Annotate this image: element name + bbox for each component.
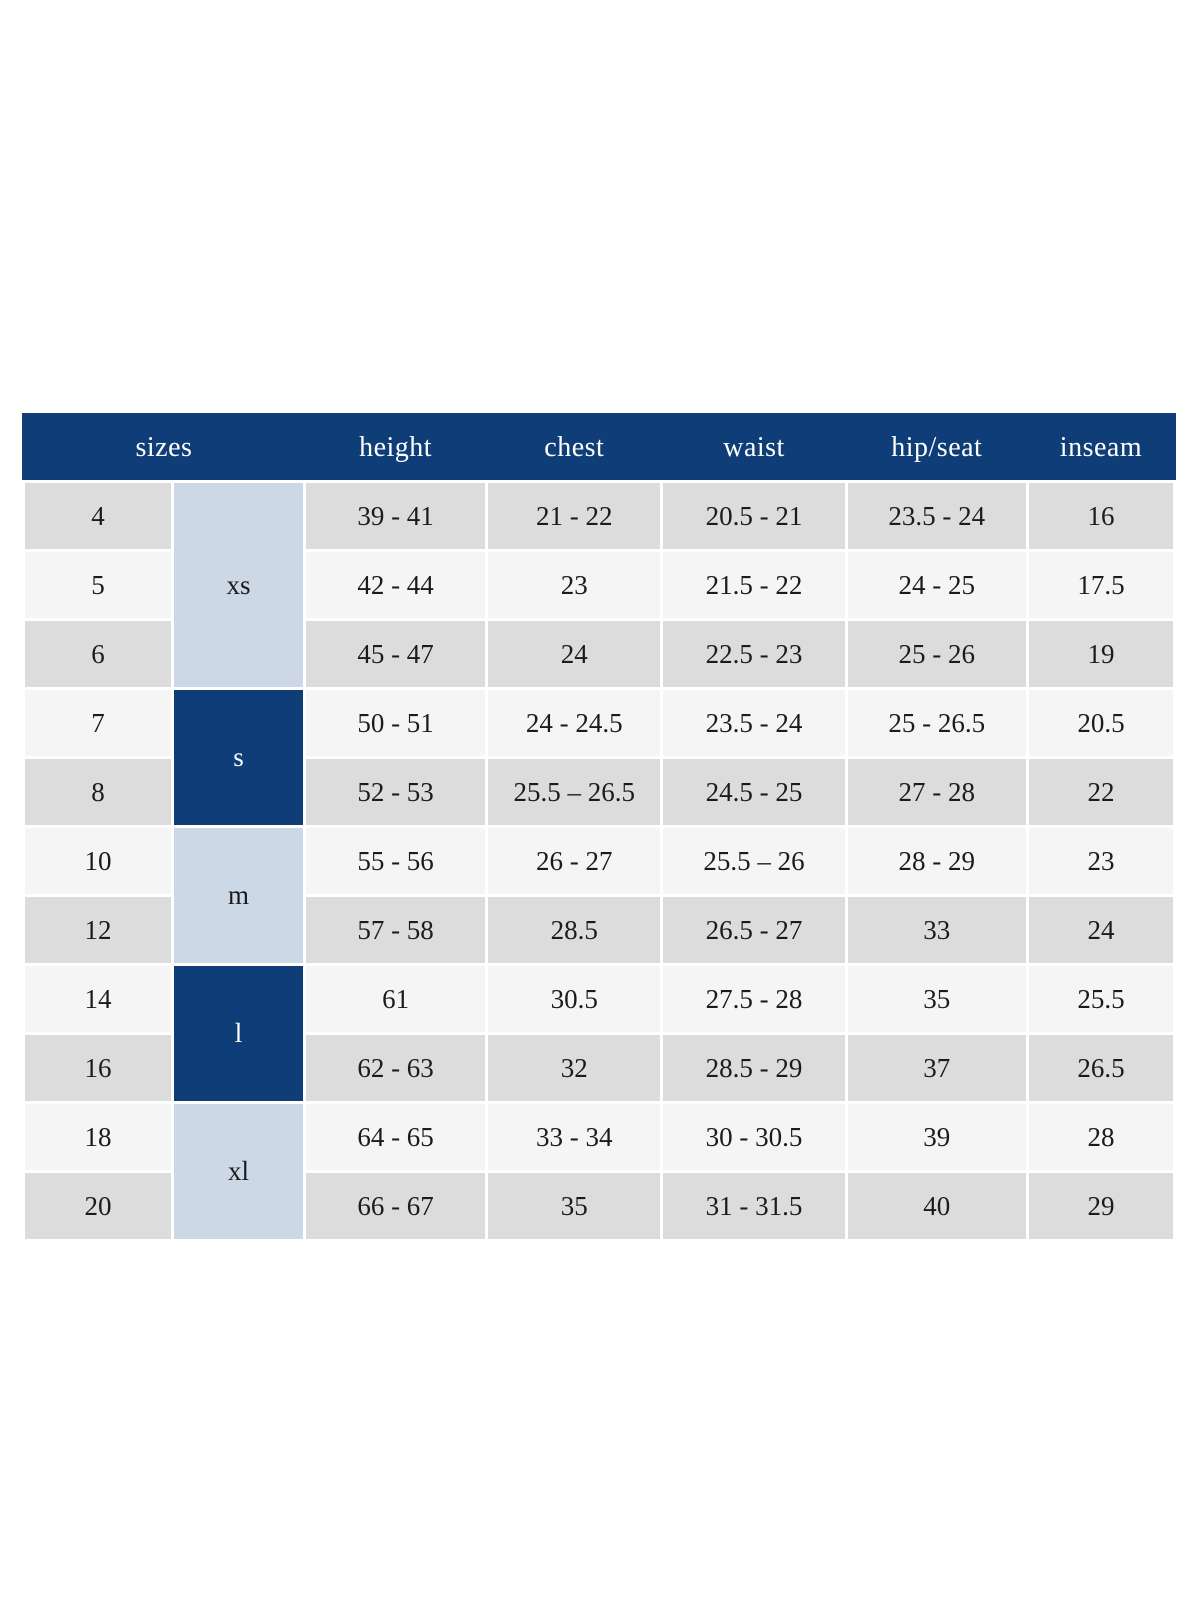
size-cell: 10 xyxy=(21,825,175,897)
hip-seat-cell: 24 - 25 xyxy=(844,549,1029,621)
hip-seat-cell: 28 - 29 xyxy=(844,825,1029,897)
table-row: 10 m 55 - 56 26 - 27 25.5 – 26 28 - 29 2… xyxy=(21,825,1177,966)
height-cell: 50 - 51 xyxy=(302,687,489,759)
waist-cell: 24.5 - 25 xyxy=(660,756,848,828)
inseam-cell: 16 xyxy=(1025,480,1177,552)
header-height: height xyxy=(302,413,489,483)
header-waist: waist xyxy=(660,413,848,483)
size-cell: 12 xyxy=(21,894,175,966)
height-cell: 61 xyxy=(302,963,489,1035)
table-row: 4 xs 39 - 41 21 - 22 20.5 - 21 23.5 - 24… xyxy=(21,480,1177,690)
header-hip-seat: hip/seat xyxy=(844,413,1029,483)
waist-cell: 28.5 - 29 xyxy=(660,1032,848,1104)
size-cell: 14 xyxy=(21,963,175,1035)
hip-seat-cell: 27 - 28 xyxy=(844,756,1029,828)
height-cell: 39 - 41 xyxy=(302,480,489,552)
table-row: 16 62 - 63 32 28.5 - 29 37 26.5 xyxy=(21,1032,1177,1104)
table-row: 8 52 - 53 25.5 – 26.5 24.5 - 25 27 - 28 … xyxy=(21,756,1177,828)
chest-cell: 26 - 27 xyxy=(485,825,664,897)
inseam-cell: 19 xyxy=(1025,618,1177,690)
waist-cell: 22.5 - 23 xyxy=(660,618,848,690)
height-cell: 64 - 65 xyxy=(302,1101,489,1173)
hip-seat-cell: 33 xyxy=(844,894,1029,966)
height-cell: 45 - 47 xyxy=(302,618,489,690)
hip-seat-cell: 25 - 26.5 xyxy=(844,687,1029,759)
height-cell: 66 - 67 xyxy=(302,1170,489,1242)
waist-cell: 26.5 - 27 xyxy=(660,894,848,966)
size-cell: 4 xyxy=(21,480,175,552)
size-cell: 5 xyxy=(21,549,175,621)
inseam-cell: 23 xyxy=(1025,825,1177,897)
size-cell: 6 xyxy=(21,618,175,690)
waist-cell: 30 - 30.5 xyxy=(660,1101,848,1173)
size-chart-container: sizes height chest waist hip/seat inseam… xyxy=(21,413,1178,1242)
size-chart-table: sizes height chest waist hip/seat inseam… xyxy=(21,413,1177,1242)
height-cell: 57 - 58 xyxy=(302,894,489,966)
hip-seat-cell: 23.5 - 24 xyxy=(844,480,1029,552)
height-cell: 62 - 63 xyxy=(302,1032,489,1104)
waist-cell: 25.5 – 26 xyxy=(660,825,848,897)
size-cell: 7 xyxy=(21,687,175,759)
waist-cell: 20.5 - 21 xyxy=(660,480,848,552)
size-group-cell-xs: xs xyxy=(171,480,306,690)
size-group-cell-xl: xl xyxy=(171,1101,306,1242)
header-chest: chest xyxy=(485,413,664,483)
inseam-cell: 20.5 xyxy=(1025,687,1177,759)
hip-seat-cell: 37 xyxy=(844,1032,1029,1104)
table-row: 20 66 - 67 35 31 - 31.5 40 29 xyxy=(21,1170,1177,1242)
inseam-cell: 26.5 xyxy=(1025,1032,1177,1104)
table-row: 6 45 - 47 24 22.5 - 23 25 - 26 19 xyxy=(21,618,1177,690)
hip-seat-cell: 35 xyxy=(844,963,1029,1035)
waist-cell: 27.5 - 28 xyxy=(660,963,848,1035)
inseam-cell: 28 xyxy=(1025,1101,1177,1173)
chest-cell: 32 xyxy=(485,1032,664,1104)
chest-cell: 24 xyxy=(485,618,664,690)
table-row: 7 s 50 - 51 24 - 24.5 23.5 - 24 25 - 26.… xyxy=(21,687,1177,828)
waist-cell: 21.5 - 22 xyxy=(660,549,848,621)
chest-cell: 21 - 22 xyxy=(485,480,664,552)
inseam-cell: 25.5 xyxy=(1025,963,1177,1035)
waist-cell: 31 - 31.5 xyxy=(660,1170,848,1242)
size-cell: 20 xyxy=(21,1170,175,1242)
hip-seat-cell: 39 xyxy=(844,1101,1029,1173)
chest-cell: 28.5 xyxy=(485,894,664,966)
size-cell: 8 xyxy=(21,756,175,828)
waist-cell: 23.5 - 24 xyxy=(660,687,848,759)
chest-cell: 35 xyxy=(485,1170,664,1242)
table-row: 18 xl 64 - 65 33 - 34 30 - 30.5 39 28 xyxy=(21,1101,1177,1242)
chest-cell: 23 xyxy=(485,549,664,621)
table-row: 14 l 61 30.5 27.5 - 28 35 25.5 xyxy=(21,963,1177,1104)
inseam-cell: 24 xyxy=(1025,894,1177,966)
inseam-cell: 22 xyxy=(1025,756,1177,828)
size-cell: 16 xyxy=(21,1032,175,1104)
header-sizes: sizes xyxy=(22,413,306,483)
size-cell: 18 xyxy=(21,1101,175,1173)
height-cell: 55 - 56 xyxy=(302,825,489,897)
inseam-cell: 17.5 xyxy=(1025,549,1177,621)
size-group-cell-m: m xyxy=(171,825,306,966)
chest-cell: 33 - 34 xyxy=(485,1101,664,1173)
size-group-cell-s: s xyxy=(171,687,306,828)
chest-cell: 24 - 24.5 xyxy=(485,687,664,759)
header-row: sizes height chest waist hip/seat inseam xyxy=(22,413,1177,483)
chest-cell: 25.5 – 26.5 xyxy=(485,756,664,828)
height-cell: 52 - 53 xyxy=(302,756,489,828)
hip-seat-cell: 25 - 26 xyxy=(844,618,1029,690)
table-row: 12 57 - 58 28.5 26.5 - 27 33 24 xyxy=(21,894,1177,966)
size-group-cell-l: l xyxy=(171,963,306,1104)
chest-cell: 30.5 xyxy=(485,963,664,1035)
inseam-cell: 29 xyxy=(1025,1170,1177,1242)
table-row: 5 42 - 44 23 21.5 - 22 24 - 25 17.5 xyxy=(21,549,1177,621)
hip-seat-cell: 40 xyxy=(844,1170,1029,1242)
height-cell: 42 - 44 xyxy=(302,549,489,621)
header-inseam: inseam xyxy=(1025,413,1177,483)
